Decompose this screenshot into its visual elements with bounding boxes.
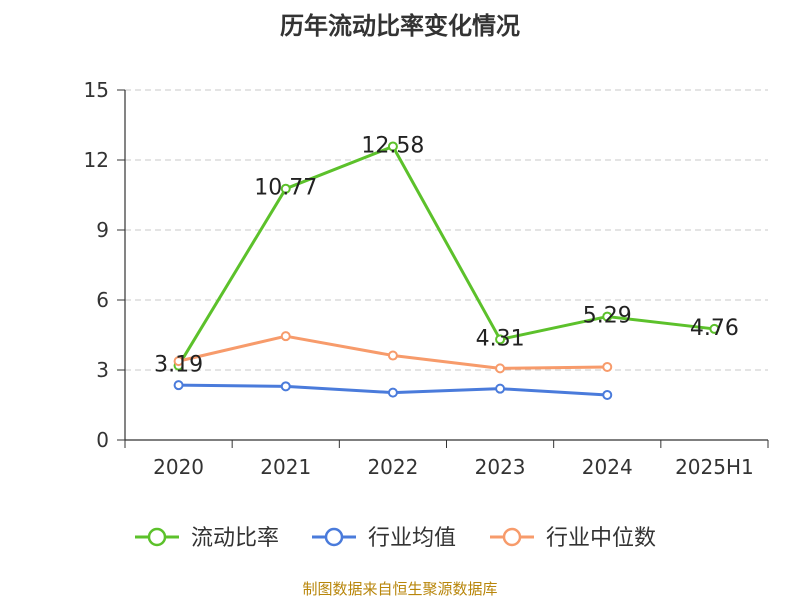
legend-marker-circle	[147, 527, 167, 547]
x-tick-label: 2020	[153, 455, 204, 479]
legend-marker-circle	[324, 527, 344, 547]
data-point	[602, 361, 613, 372]
data-point	[602, 389, 613, 400]
data-point	[387, 141, 398, 152]
data-point	[709, 323, 720, 334]
data-point	[602, 311, 613, 322]
x-tick-label: 2023	[475, 455, 526, 479]
data-point	[280, 381, 291, 392]
data-point	[173, 356, 184, 367]
data-label: 3.19	[154, 353, 203, 378]
data-point	[280, 183, 291, 194]
y-tick-label: 9	[96, 218, 109, 242]
x-tick-label: 2021	[260, 455, 311, 479]
x-tick-label: 2022	[367, 455, 418, 479]
data-point	[280, 331, 291, 342]
legend-label: 流动比率	[191, 526, 279, 551]
y-tick-label: 3	[96, 358, 109, 382]
legend-marker-circle	[502, 527, 522, 547]
x-tick-label: 2025H1	[675, 455, 754, 479]
data-label: 12.58	[361, 133, 424, 158]
x-tick-label: 2024	[582, 455, 633, 479]
data-point	[495, 334, 506, 345]
legend-label: 行业中位数	[546, 526, 656, 551]
source-note: 制图数据来自恒生聚源数据库	[302, 580, 498, 598]
y-tick-label: 15	[84, 78, 109, 102]
data-point	[387, 387, 398, 398]
data-label: 4.31	[476, 326, 525, 351]
chart-title: 历年流动比率变化情况	[280, 12, 520, 40]
y-tick-label: 6	[96, 288, 109, 312]
legend-label: 行业均值	[368, 526, 456, 551]
data-label: 5.29	[583, 304, 632, 329]
data-point	[495, 383, 506, 394]
y-tick-label: 0	[96, 428, 109, 452]
data-label: 4.76	[690, 316, 739, 341]
series-line-1	[177, 144, 715, 367]
data-point	[495, 363, 506, 374]
data-label: 10.77	[254, 176, 317, 201]
data-point	[173, 380, 184, 391]
data-point	[387, 350, 398, 361]
y-tick-label: 12	[84, 148, 109, 172]
